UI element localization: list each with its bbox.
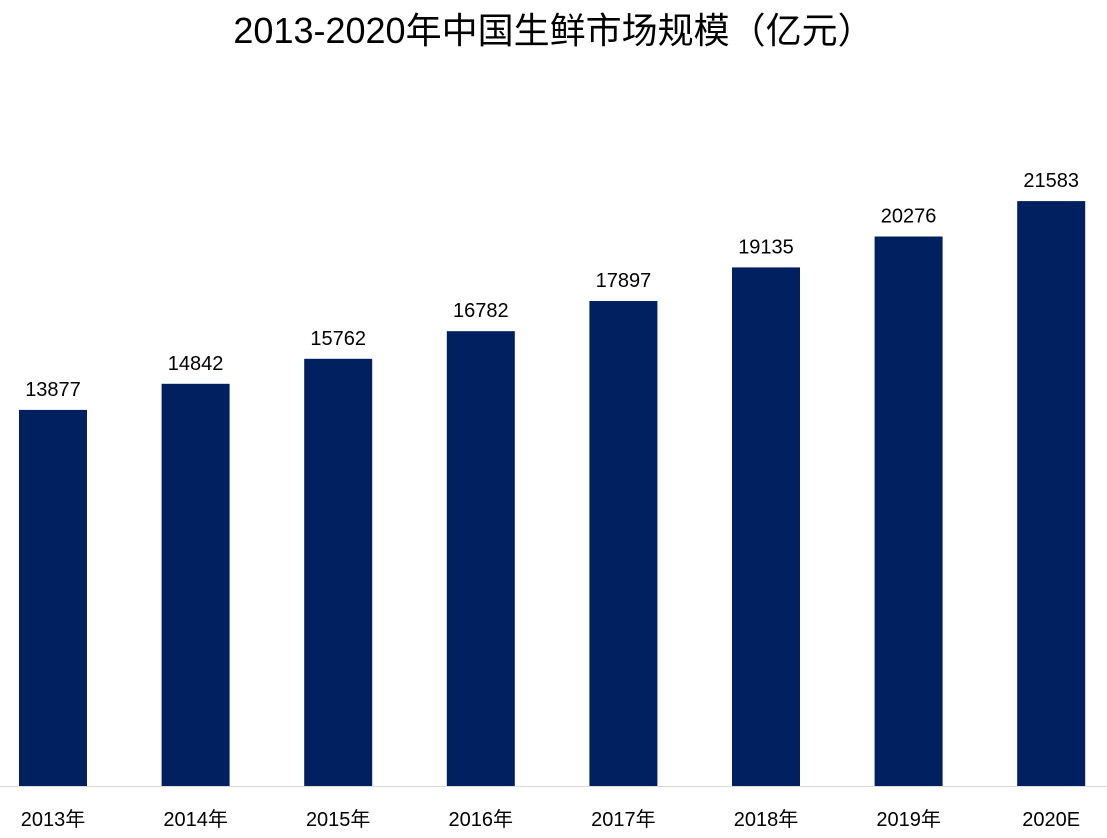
data-label-2014年: 14842 (168, 353, 224, 375)
x-tick-label-2015年: 2015年 (306, 808, 371, 831)
bar-2018年 (732, 267, 800, 786)
data-label-2015年: 15762 (310, 328, 366, 350)
bar-2019年 (874, 236, 943, 786)
data-label-2020E: 21583 (1023, 170, 1079, 192)
data-label-2016年: 16782 (453, 300, 509, 322)
bar-2020E (1017, 201, 1086, 787)
data-label-2013年: 13877 (25, 379, 81, 401)
data-label-2019年: 20276 (881, 206, 937, 228)
bar-2014年 (161, 383, 230, 786)
x-tick-label-2017年: 2017年 (591, 808, 656, 831)
data-label-2017年: 17897 (596, 270, 652, 292)
x-tick-label-2019年: 2019年 (876, 808, 941, 831)
bar-2013年 (19, 409, 87, 786)
bar-2015年 (304, 358, 373, 786)
bar-2017年 (589, 301, 658, 786)
x-tick-label-2013年: 2013年 (21, 808, 86, 831)
chart-title: 2013-2020年中国生鲜市场规模（亿元） (233, 10, 874, 51)
x-tick-label-2014年: 2014年 (163, 808, 228, 831)
x-tick-label-2018年: 2018年 (734, 808, 799, 831)
x-tick-label-2016年: 2016年 (449, 808, 514, 831)
x-tick-label-2020E: 2020E (1022, 809, 1080, 831)
bar-2016年 (446, 331, 515, 786)
data-label-2018年: 19135 (738, 236, 794, 258)
